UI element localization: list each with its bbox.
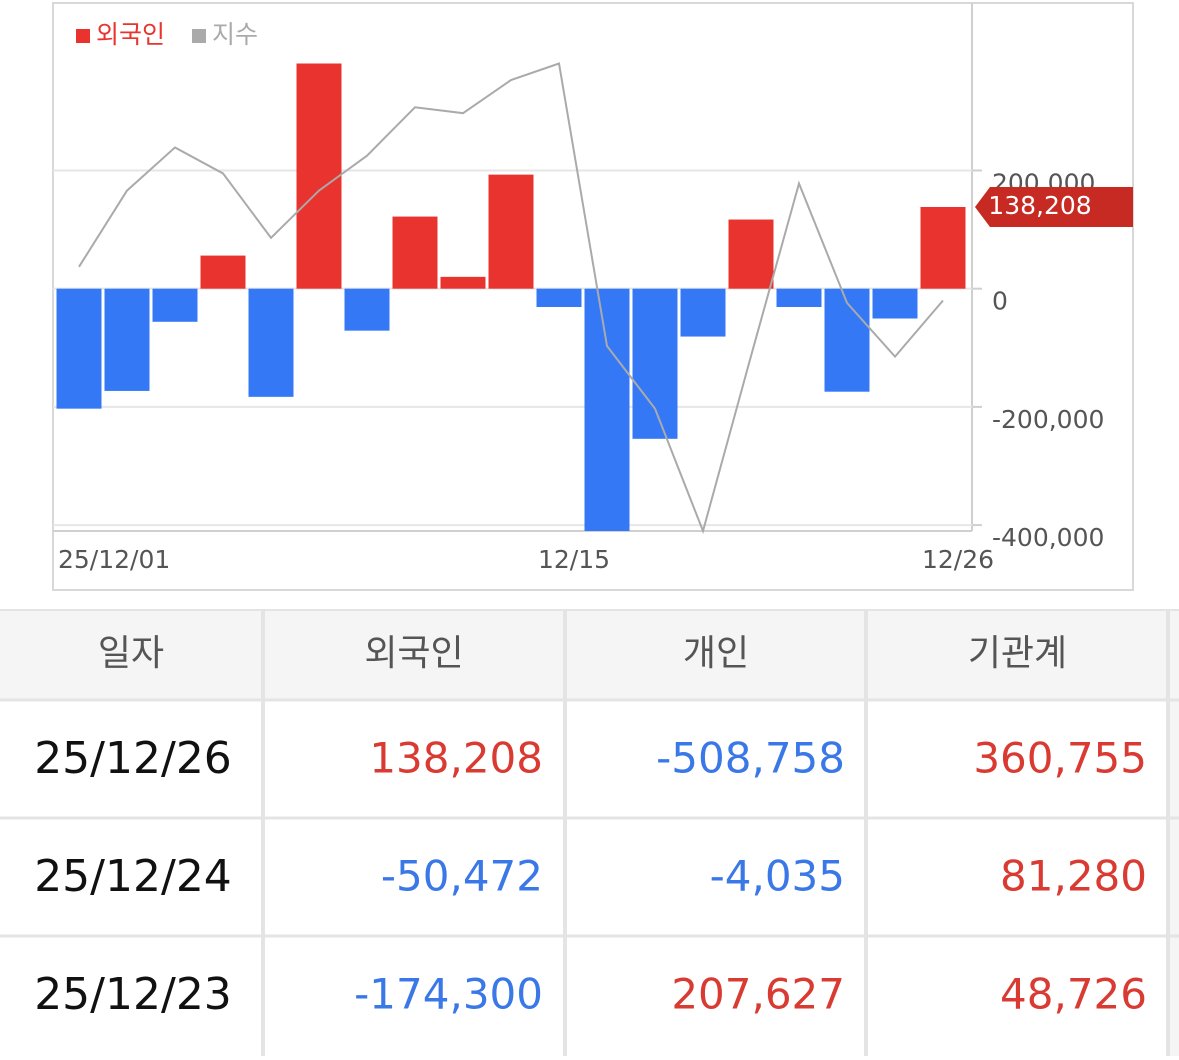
table-header-bg	[0, 610, 1179, 700]
bar	[488, 174, 534, 289]
table-date: 25/12/26	[34, 733, 232, 784]
legend-label: 외국인	[96, 20, 165, 49]
x-tick-label: 12/26	[922, 545, 994, 574]
table-header: 일자	[98, 633, 164, 674]
table-header: 개인	[683, 633, 749, 674]
legend-label: 지수	[212, 20, 258, 49]
table-value: 81,280	[1000, 852, 1147, 901]
bar	[680, 288, 726, 337]
x-tick-label: 25/12/01	[58, 545, 170, 574]
table-value: 138,208	[369, 734, 543, 783]
table-date: 25/12/23	[34, 969, 232, 1020]
table-value: 360,755	[973, 734, 1147, 783]
value-label: 138,208	[988, 191, 1091, 220]
table-header: 기관계	[968, 633, 1067, 674]
bar	[56, 288, 102, 409]
bar	[824, 288, 870, 392]
table-value: -4,035	[710, 852, 845, 901]
bar	[536, 288, 582, 308]
table-value: -508,758	[656, 734, 845, 783]
x-tick-label: 12/15	[538, 545, 610, 574]
bar	[584, 288, 630, 531]
table-value: -50,472	[381, 852, 543, 901]
table-date: 25/12/24	[34, 851, 232, 902]
table-header: 외국인	[364, 633, 463, 674]
y-tick-label: 0	[992, 287, 1008, 316]
bar	[872, 288, 918, 319]
bar	[104, 288, 150, 391]
bar	[728, 219, 774, 289]
table-extra-col	[1170, 610, 1179, 1056]
bar	[344, 288, 390, 331]
bar	[776, 288, 822, 308]
table-value: -174,300	[354, 970, 543, 1019]
bar	[920, 207, 966, 289]
table-value: 48,726	[1000, 970, 1147, 1019]
legend-swatch	[76, 29, 90, 43]
value-callout	[975, 187, 1133, 228]
index-line	[78, 62, 944, 535]
bar	[632, 288, 678, 439]
bar	[392, 216, 438, 289]
legend-swatch	[192, 29, 206, 43]
bar	[152, 288, 198, 322]
y-tick-label: -400,000	[992, 523, 1104, 552]
bar	[248, 288, 294, 397]
bar	[440, 276, 486, 289]
y-tick-label: -200,000	[992, 405, 1104, 434]
bar	[200, 255, 246, 289]
table-value: 207,627	[671, 970, 845, 1019]
bar	[296, 63, 342, 289]
